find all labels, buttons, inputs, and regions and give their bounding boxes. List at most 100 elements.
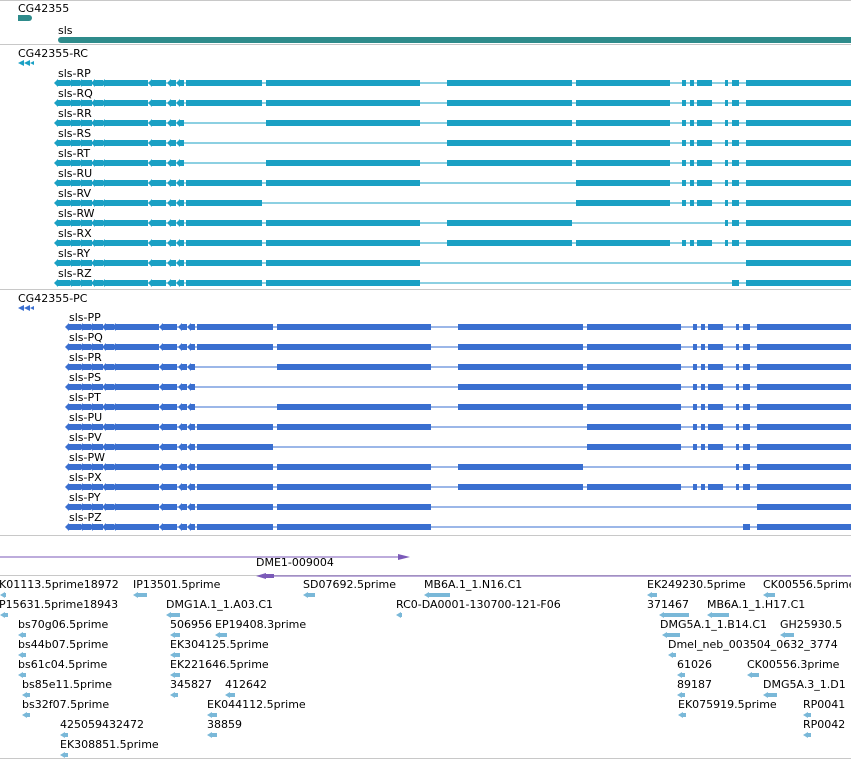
est-label[interactable]: EK075919.5prime: [678, 698, 777, 711]
est-feature[interactable]: [18, 652, 26, 658]
est-label[interactable]: DMG1A.1_1.A03.C1: [166, 598, 274, 611]
est-feature[interactable]: [225, 692, 235, 698]
protein-group-feature[interactable]: [18, 305, 34, 311]
est-feature[interactable]: [747, 672, 759, 678]
rna-transcript-feature[interactable]: [0, 259, 851, 267]
purple-feature-top[interactable]: [0, 550, 410, 560]
est-label[interactable]: IP13501.5prime: [133, 578, 221, 591]
est-feature[interactable]: [647, 592, 657, 598]
est-label[interactable]: SD07692.5prime: [303, 578, 396, 591]
protein-transcript-label[interactable]: sls-PU: [69, 411, 103, 424]
rna-transcript-label[interactable]: sls-RQ: [58, 87, 93, 100]
est-label[interactable]: DMG5A.1_1.B14.C1: [660, 618, 768, 631]
rna-transcript-feature[interactable]: [0, 239, 851, 247]
est-feature[interactable]: [207, 712, 217, 718]
rna-transcript-feature[interactable]: [0, 119, 851, 127]
rna-transcript-label[interactable]: sls-RP: [58, 67, 91, 80]
protein-transcript-label[interactable]: sls-PV: [69, 431, 102, 444]
est-feature[interactable]: [659, 612, 689, 618]
est-label[interactable]: Dmel_neb_003504_0632_3774: [668, 638, 838, 651]
est-feature[interactable]: [170, 692, 178, 698]
purple-feature-bottom[interactable]: [256, 569, 851, 579]
rna-transcript-feature[interactable]: [0, 179, 851, 187]
rna-transcript-feature[interactable]: [0, 139, 851, 147]
est-label[interactable]: EK221646.5prime: [170, 658, 269, 671]
rna-transcript-feature[interactable]: [0, 79, 851, 87]
rna-transcript-feature[interactable]: [0, 219, 851, 227]
est-label[interactable]: K01113.5prime18972: [0, 578, 119, 591]
rna-transcript-label[interactable]: sls-RV: [58, 187, 92, 200]
est-label[interactable]: CK00556.5prime: [763, 578, 851, 591]
purple-feature-label[interactable]: DME1-009004: [256, 556, 334, 569]
est-label[interactable]: CK00556.3prime: [747, 658, 840, 671]
est-feature[interactable]: [424, 592, 450, 598]
est-label[interactable]: 89187: [677, 678, 712, 691]
rna-group-label[interactable]: CG42355-RC: [18, 47, 88, 60]
est-feature[interactable]: [0, 592, 6, 598]
est-label[interactable]: bs32f07.5prime: [22, 698, 110, 711]
est-label[interactable]: bs44b07.5prime: [18, 638, 109, 651]
est-feature[interactable]: [662, 632, 680, 638]
est-label[interactable]: EK249230.5prime: [647, 578, 746, 591]
est-label[interactable]: EK044112.5prime: [207, 698, 306, 711]
est-feature[interactable]: [133, 592, 147, 598]
protein-transcript-feature[interactable]: [0, 403, 851, 411]
est-feature[interactable]: [803, 712, 811, 718]
protein-transcript-label[interactable]: sls-PX: [69, 471, 102, 484]
est-feature[interactable]: [303, 592, 315, 598]
est-feature[interactable]: [396, 612, 402, 618]
protein-transcript-feature[interactable]: [0, 463, 851, 471]
est-label[interactable]: MB6A.1_1.N16.C1: [424, 578, 523, 591]
rna-transcript-label[interactable]: sls-RZ: [58, 267, 92, 280]
est-label[interactable]: DMG5A.3_1.D1: [763, 678, 846, 691]
est-label[interactable]: bs85e11.5prime: [22, 678, 113, 691]
est-label[interactable]: bs70g06.5prime: [18, 618, 109, 631]
est-label[interactable]: RP0041: [803, 698, 846, 711]
est-feature[interactable]: [166, 612, 180, 618]
rna-transcript-label[interactable]: sls-RR: [58, 107, 92, 120]
est-label[interactable]: RP0042: [803, 718, 846, 731]
est-feature[interactable]: [170, 632, 180, 638]
protein-transcript-feature[interactable]: [0, 423, 851, 431]
gene-label-short[interactable]: CG42355: [18, 2, 70, 15]
rna-transcript-feature[interactable]: [0, 279, 851, 287]
protein-transcript-label[interactable]: sls-PW: [69, 451, 105, 464]
gene-label-long[interactable]: sls: [58, 24, 73, 37]
est-feature[interactable]: [18, 632, 26, 638]
rna-transcript-feature[interactable]: [0, 199, 851, 207]
est-label[interactable]: RC0-DA0001-130700-121-F06: [396, 598, 561, 611]
est-label[interactable]: 371467: [647, 598, 689, 611]
est-feature[interactable]: [803, 732, 811, 738]
rna-transcript-label[interactable]: sls-RY: [58, 247, 91, 260]
est-feature[interactable]: [18, 672, 26, 678]
est-feature[interactable]: [22, 692, 30, 698]
protein-transcript-feature[interactable]: [0, 443, 851, 451]
est-feature[interactable]: [170, 652, 180, 658]
protein-transcript-feature[interactable]: [0, 503, 851, 511]
protein-transcript-feature[interactable]: [0, 363, 851, 371]
gene-long-feature[interactable]: [58, 37, 851, 43]
est-feature[interactable]: [0, 612, 8, 618]
protein-transcript-label[interactable]: sls-PT: [69, 391, 101, 404]
est-feature[interactable]: [763, 692, 777, 698]
protein-transcript-feature[interactable]: [0, 523, 851, 531]
est-feature[interactable]: [763, 592, 775, 598]
est-label[interactable]: EK308851.5prime: [60, 738, 159, 751]
est-label[interactable]: 345827: [170, 678, 212, 691]
rna-transcript-label[interactable]: sls-RS: [58, 127, 92, 140]
protein-transcript-label[interactable]: sls-PP: [69, 311, 101, 324]
protein-transcript-feature[interactable]: [0, 483, 851, 491]
est-label[interactable]: EP19408.3prime: [215, 618, 307, 631]
protein-transcript-label[interactable]: sls-PQ: [69, 331, 103, 344]
gene-short-feature[interactable]: [18, 15, 32, 21]
est-feature[interactable]: [780, 632, 794, 638]
rna-transcript-label[interactable]: sls-RT: [58, 147, 91, 160]
est-label[interactable]: MB6A.1_1.H17.C1: [707, 598, 806, 611]
protein-transcript-feature[interactable]: [0, 323, 851, 331]
rna-transcript-feature[interactable]: [0, 99, 851, 107]
protein-group-label[interactable]: CG42355-PC: [18, 292, 88, 305]
est-feature[interactable]: [707, 612, 729, 618]
rna-transcript-feature[interactable]: [0, 159, 851, 167]
protein-transcript-label[interactable]: sls-PS: [69, 371, 102, 384]
est-label[interactable]: 38859: [207, 718, 242, 731]
